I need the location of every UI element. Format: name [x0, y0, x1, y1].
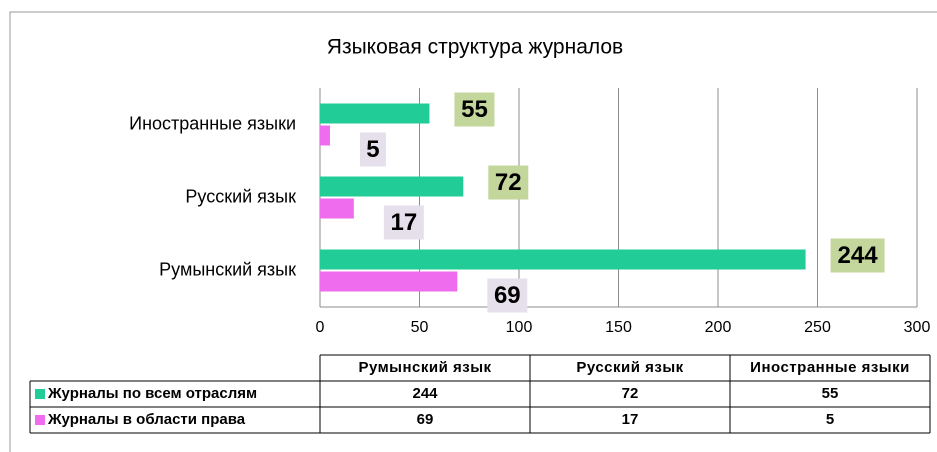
x-tick-label: 300: [904, 319, 931, 336]
x-tick-label: 0: [316, 319, 325, 336]
data-label-bg: [359, 132, 386, 167]
y-tick-label: Румынский язык: [159, 259, 296, 279]
x-tick-label: 200: [705, 319, 732, 336]
table-cell: 69: [417, 411, 434, 428]
data-label: 244: [838, 242, 879, 269]
chart-title: Языковая структура журналов: [327, 36, 623, 59]
table-cell: 72: [622, 385, 639, 402]
x-tick-label: 250: [804, 319, 831, 336]
data-label-bg: [830, 238, 885, 273]
x-tick-label: 150: [605, 319, 632, 336]
data-label: 72: [495, 169, 522, 196]
frame: [9, 11, 937, 452]
x-tick-label: 100: [506, 319, 533, 336]
data-label: 17: [390, 209, 417, 236]
y-tick-label: Русский язык: [185, 186, 296, 206]
x-tick-label: 50: [411, 319, 429, 336]
bar: [320, 103, 430, 124]
data-label-bg: [487, 278, 528, 313]
table-header: Румынский язык: [358, 359, 491, 376]
data-label-bg: [488, 165, 529, 200]
table-cell: 55: [822, 385, 839, 402]
data-label: 5: [366, 136, 379, 163]
data-label: 69: [494, 282, 521, 309]
data-label-bg: [383, 205, 424, 240]
bar: [320, 271, 458, 292]
legend-swatch: [35, 415, 45, 425]
legend-label: Журналы в области права: [47, 411, 246, 428]
data-label-bg: [454, 92, 495, 127]
bar: [320, 176, 464, 197]
legend-swatch: [35, 389, 45, 399]
table-cell: 5: [826, 411, 834, 428]
table-header: Иностранные языки: [750, 359, 910, 376]
table-cell: 17: [622, 411, 639, 428]
y-tick-label: Иностранные языки: [129, 113, 296, 133]
table-header: Русский язык: [576, 359, 683, 376]
data-label: 55: [461, 96, 488, 123]
bar: [320, 198, 354, 219]
table-cell: 244: [412, 385, 438, 402]
bar: [320, 249, 806, 270]
bar: [320, 125, 330, 146]
legend-label: Журналы по всем отраслям: [47, 385, 257, 402]
